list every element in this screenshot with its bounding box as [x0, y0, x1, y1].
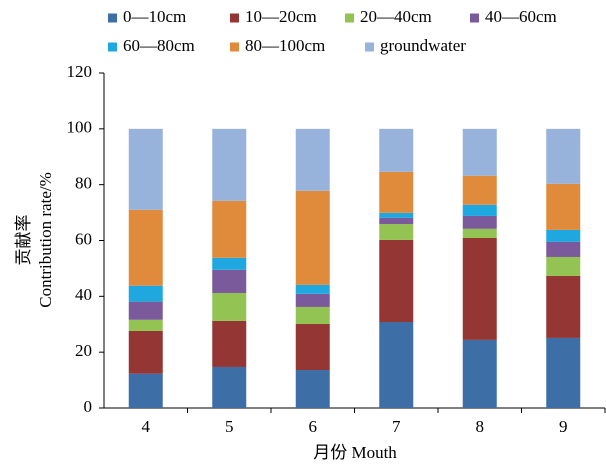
bar-segment [212, 269, 247, 293]
x-tick-label: 9 [559, 417, 568, 436]
y-axis-label: 贡献率 [14, 215, 33, 266]
legend-label: 60—80cm [123, 36, 195, 55]
x-axis-label: 月份 Mouth [313, 443, 397, 462]
bar-segment [128, 373, 163, 408]
bar-segment [212, 257, 247, 270]
y-tick-label: 40 [75, 285, 92, 304]
x-tick-label: 8 [476, 417, 485, 436]
bar-segment [295, 293, 330, 307]
bar-segment [379, 224, 414, 240]
bar-segment [212, 366, 247, 408]
legend-label: 10—20cm [245, 7, 317, 26]
x-tick-label: 4 [142, 417, 151, 436]
legend-swatch [470, 13, 479, 23]
bar-segment [462, 215, 497, 229]
bar-segment [295, 306, 330, 324]
bar-segment [212, 128, 247, 201]
legend-label: groundwater [380, 36, 466, 55]
bar-segment [379, 212, 414, 218]
legend-label: 40—60cm [485, 7, 557, 26]
x-tick-label: 5 [225, 417, 234, 436]
y-axis-label: Contribution rate/% [36, 172, 55, 308]
legend-swatch [230, 42, 239, 52]
bar-segment [128, 128, 163, 210]
y-tick-label: 0 [84, 397, 93, 416]
bar-segment [546, 229, 581, 242]
bar-segment [462, 237, 497, 340]
bar-segment [546, 183, 581, 230]
bar-segment [546, 337, 581, 408]
bar-segment [462, 175, 497, 205]
bar-segment [128, 319, 163, 331]
bar-segment [128, 209, 163, 286]
bar-segment [546, 128, 581, 184]
bar-segment [128, 330, 163, 374]
legend-label: 20—40cm [360, 7, 432, 26]
legend-label: 80—100cm [245, 36, 325, 55]
y-tick-label: 120 [67, 62, 93, 81]
bar-segment [546, 275, 581, 338]
bar-segment [295, 323, 330, 371]
legend-swatch [230, 13, 239, 23]
bar-segment [212, 320, 247, 367]
bar-segment [295, 190, 330, 285]
y-tick-label: 20 [75, 341, 92, 360]
legend-label: 0—10cm [123, 7, 186, 26]
bar-segment [462, 339, 497, 408]
legend-swatch [365, 42, 374, 52]
x-tick-label: 7 [392, 417, 401, 436]
bar-segment [546, 241, 581, 257]
bar-segment [128, 285, 163, 302]
y-tick-label: 80 [75, 174, 92, 193]
legend-swatch [108, 13, 117, 23]
bar-segment [462, 128, 497, 176]
bar-segment [379, 217, 414, 225]
bar-segment [295, 284, 330, 294]
bar-segment [462, 204, 497, 216]
bar-segment [212, 200, 247, 258]
legend-swatch [345, 13, 354, 23]
bar-segment [379, 128, 414, 172]
bar-segment [379, 171, 414, 213]
bar-segment [462, 228, 497, 238]
bar-segment [295, 128, 330, 191]
bar-segment [379, 322, 414, 408]
bar-segment [295, 370, 330, 408]
bar-segment [546, 256, 581, 276]
bar-segment [128, 301, 163, 320]
y-tick-label: 100 [67, 118, 93, 137]
y-tick-label: 60 [75, 229, 92, 248]
bar-segment [379, 239, 414, 323]
x-tick-label: 6 [309, 417, 318, 436]
legend-swatch [108, 42, 117, 52]
bar-segment [212, 292, 247, 321]
